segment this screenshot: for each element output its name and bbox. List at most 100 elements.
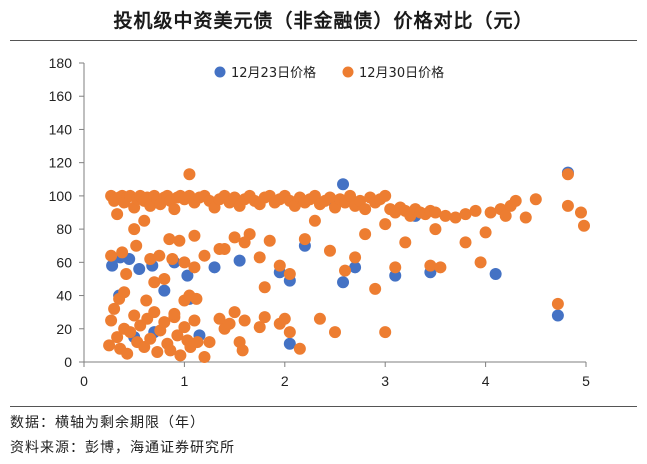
data-point xyxy=(158,284,171,297)
y-tick-label: 0 xyxy=(64,354,72,370)
data-point xyxy=(124,326,137,339)
legend-label: 12月30日价格 xyxy=(359,65,444,81)
data-point xyxy=(561,168,574,181)
legend-label: 12月23日价格 xyxy=(231,65,316,81)
data-point xyxy=(128,223,141,236)
data-point xyxy=(163,233,176,246)
data-point xyxy=(138,214,151,227)
data-point xyxy=(474,256,487,269)
data-point xyxy=(164,344,177,357)
data-point xyxy=(153,249,166,262)
data-point xyxy=(278,312,291,325)
data-point xyxy=(171,329,184,342)
y-tick-label: 100 xyxy=(49,188,73,204)
data-point xyxy=(349,251,362,264)
data-point xyxy=(178,321,191,334)
data-point xyxy=(577,219,590,232)
data-point xyxy=(133,262,146,275)
data-point xyxy=(190,292,203,305)
data-point xyxy=(130,239,143,252)
legend: 12月23日价格 12月30日价格 xyxy=(214,65,444,81)
data-point xyxy=(108,302,121,315)
x-tick-label: 0 xyxy=(80,373,88,389)
data-point xyxy=(369,282,382,295)
data-point xyxy=(283,337,296,350)
data-point xyxy=(140,294,153,307)
data-point xyxy=(263,234,276,247)
data-point xyxy=(178,256,191,269)
y-tick-label: 40 xyxy=(56,288,72,304)
data-point xyxy=(188,229,201,242)
source-note-source: 资料来源：彭博，海通证券研究所 xyxy=(10,440,235,456)
data-point xyxy=(233,254,246,267)
data-point xyxy=(273,259,286,272)
x-tick-label: 4 xyxy=(482,373,490,389)
y-tick-label: 120 xyxy=(49,155,73,171)
data-point xyxy=(208,261,221,274)
data-point xyxy=(574,206,587,219)
data-point xyxy=(158,272,171,285)
data-point xyxy=(449,211,462,224)
data-point xyxy=(188,261,201,274)
series-2 xyxy=(103,168,590,364)
x-tick-label: 5 xyxy=(582,373,590,389)
data-point xyxy=(339,264,352,277)
data-point xyxy=(103,339,116,352)
data-point xyxy=(223,317,236,330)
data-point xyxy=(337,178,350,191)
data-point xyxy=(238,236,251,249)
data-point xyxy=(113,292,126,305)
data-point xyxy=(258,281,271,294)
data-point xyxy=(111,208,124,221)
top-rule xyxy=(10,40,637,41)
legend-marker xyxy=(214,66,226,78)
data-point xyxy=(253,251,266,264)
data-point xyxy=(323,244,336,257)
data-point xyxy=(484,206,497,219)
y-tick-label: 160 xyxy=(49,88,73,104)
data-point xyxy=(529,193,542,206)
data-point xyxy=(313,312,326,325)
y-tick-label: 60 xyxy=(56,254,72,270)
chart-title: 投机级中资美元债（非金融债）价格对比（元） xyxy=(113,10,534,32)
data-point xyxy=(359,228,372,241)
data-point xyxy=(424,259,437,272)
data-point xyxy=(166,253,179,266)
data-point xyxy=(329,326,341,339)
y-tick-label: 20 xyxy=(56,321,72,337)
data-point xyxy=(168,203,181,216)
data-point xyxy=(379,218,392,231)
data-point xyxy=(459,208,472,221)
data-point xyxy=(188,314,201,327)
data-point xyxy=(429,223,442,236)
data-point xyxy=(344,189,357,202)
x-tick-label: 1 xyxy=(181,373,189,389)
data-point xyxy=(551,309,564,322)
data-point xyxy=(489,267,502,280)
data-point xyxy=(144,332,157,345)
x-tick-label: 2 xyxy=(281,373,289,389)
data-point xyxy=(213,312,226,325)
data-point xyxy=(479,226,492,239)
data-point xyxy=(228,231,241,244)
source-note-axis: 数据：横轴为剩余期限（年） xyxy=(10,415,205,431)
data-point xyxy=(379,189,392,202)
data-point xyxy=(128,309,141,322)
data-point xyxy=(434,261,447,274)
data-point xyxy=(148,306,161,319)
data-point xyxy=(429,206,442,219)
data-point xyxy=(253,321,266,334)
data-point xyxy=(459,236,472,249)
y-tick-label: 80 xyxy=(56,221,72,237)
data-point xyxy=(439,209,452,222)
data-point xyxy=(323,191,336,204)
data-point xyxy=(389,261,402,274)
data-point xyxy=(111,331,124,344)
data-point xyxy=(116,246,129,259)
x-tick-label: 3 xyxy=(381,373,389,389)
data-point xyxy=(218,243,231,256)
data-point xyxy=(168,307,181,320)
data-point xyxy=(174,349,187,362)
